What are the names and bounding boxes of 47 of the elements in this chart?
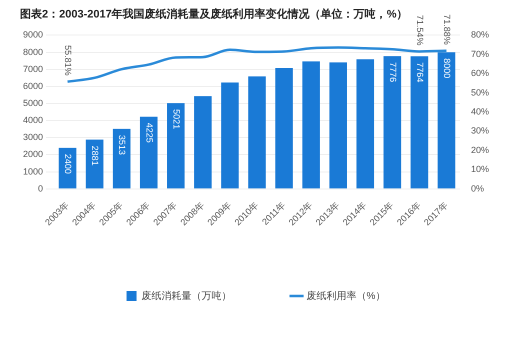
bar bbox=[384, 56, 402, 188]
data-label: 3513 bbox=[117, 134, 128, 155]
y2-tick-label: 0% bbox=[470, 183, 484, 194]
data-label: 55.81% bbox=[63, 45, 74, 76]
chart-title: 图表2：2003-2017年我国废纸消耗量及废纸利用率变化情况（单位：万吨，%） bbox=[20, 8, 408, 21]
y-tick-label: 6000 bbox=[22, 80, 44, 91]
y-tick-label: 2000 bbox=[22, 149, 44, 160]
bar bbox=[275, 68, 293, 188]
y-tick-label: 5000 bbox=[22, 98, 44, 108]
data-label: 2400 bbox=[63, 154, 74, 174]
legend-label: 废纸利用率（%） bbox=[306, 290, 386, 302]
data-label: 8000 bbox=[442, 58, 452, 78]
y2-tick-label: 20% bbox=[470, 144, 489, 155]
y-tick-label: 3000 bbox=[22, 132, 44, 142]
bar bbox=[194, 96, 212, 188]
data-label: 7776 bbox=[388, 62, 398, 82]
data-label: 5021 bbox=[171, 109, 182, 130]
y-tick-label: 4000 bbox=[22, 115, 44, 126]
y-tick-label: 7000 bbox=[22, 64, 44, 74]
bar bbox=[329, 62, 347, 188]
bar bbox=[86, 140, 104, 188]
y2-tick-label: 70% bbox=[470, 48, 489, 59]
y-tick-label: 9000 bbox=[22, 30, 44, 40]
data-label: 71.88% bbox=[442, 14, 452, 45]
y2-tick-label: 60% bbox=[470, 68, 489, 78]
bar bbox=[302, 61, 320, 188]
y-tick-label: 8000 bbox=[22, 46, 44, 57]
data-label: 71.54% bbox=[414, 14, 425, 46]
y2-tick-label: 10% bbox=[470, 164, 489, 174]
bar bbox=[140, 116, 158, 188]
y2-tick-label: 80% bbox=[470, 30, 489, 40]
y-tick-label: 0 bbox=[38, 183, 44, 194]
bar bbox=[438, 52, 456, 188]
bar bbox=[112, 128, 130, 188]
bar bbox=[410, 56, 428, 188]
y2-tick-label: 40% bbox=[470, 106, 489, 117]
bar bbox=[356, 59, 374, 188]
data-label: 2881 bbox=[90, 146, 100, 166]
legend-label: 废纸消耗量（万吨） bbox=[142, 290, 232, 302]
data-label: 7764 bbox=[414, 62, 425, 82]
bar bbox=[221, 82, 239, 188]
y-tick-label: 1000 bbox=[22, 166, 44, 176]
data-label: 4225 bbox=[144, 122, 154, 143]
y2-tick-label: 50% bbox=[470, 87, 489, 98]
y2-tick-label: 30% bbox=[470, 126, 489, 136]
bar bbox=[248, 76, 266, 188]
bar bbox=[167, 103, 185, 188]
